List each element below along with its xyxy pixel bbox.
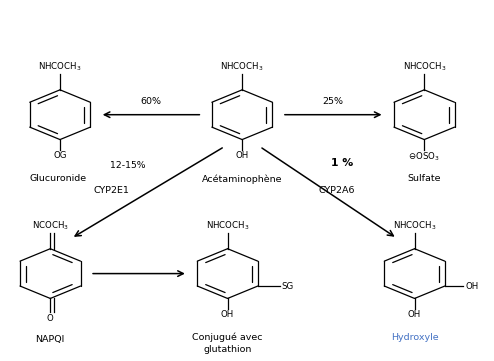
Text: Sulfate: Sulfate <box>408 174 441 183</box>
Text: Glucuronide: Glucuronide <box>29 174 86 183</box>
Text: OH: OH <box>408 310 421 319</box>
Text: OG: OG <box>53 151 67 160</box>
Text: OH: OH <box>465 282 479 291</box>
Text: NAPQI: NAPQI <box>36 335 65 344</box>
Text: NHCOCH$_3$: NHCOCH$_3$ <box>39 61 82 73</box>
Text: Conjugué avec
glutathion: Conjugué avec glutathion <box>192 333 263 353</box>
Text: $\ominus$OSO$_3$: $\ominus$OSO$_3$ <box>409 151 440 164</box>
Text: OH: OH <box>236 151 249 160</box>
Text: SG: SG <box>281 282 293 291</box>
Text: 60%: 60% <box>141 97 162 106</box>
Text: 25%: 25% <box>323 97 344 106</box>
Text: CYP2A6: CYP2A6 <box>319 186 355 195</box>
Text: Acétaminophène: Acétaminophène <box>202 174 283 184</box>
Text: CYP2E1: CYP2E1 <box>93 186 129 195</box>
Text: NCOCH$_3$: NCOCH$_3$ <box>32 219 69 232</box>
Text: OH: OH <box>221 310 234 319</box>
Text: O: O <box>47 314 54 323</box>
Text: 12-15%: 12-15% <box>110 161 146 170</box>
Text: 1 %: 1 % <box>330 158 353 168</box>
Text: NHCOCH$_3$: NHCOCH$_3$ <box>220 61 264 73</box>
Text: NHCOCH$_3$: NHCOCH$_3$ <box>403 61 446 73</box>
Text: Hydroxyle: Hydroxyle <box>391 333 438 342</box>
Text: NHCOCH$_3$: NHCOCH$_3$ <box>206 219 249 232</box>
Text: NHCOCH$_3$: NHCOCH$_3$ <box>393 219 436 232</box>
